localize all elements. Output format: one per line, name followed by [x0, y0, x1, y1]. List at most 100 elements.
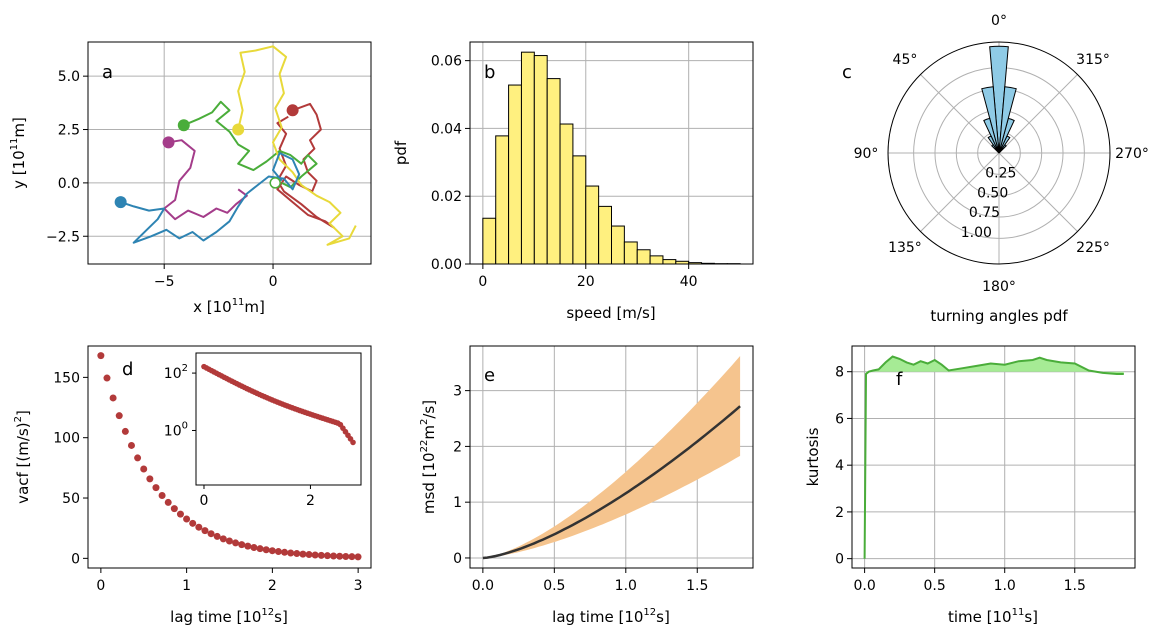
- histogram-bar: [495, 135, 510, 265]
- inset-x-tick-label: 2: [306, 493, 315, 509]
- msd-mean-line: [482, 405, 741, 560]
- panel-a-trajectories: −5 0 −2.5 0.0 2.5 5.0 a x [1011m] y [1011m]: [9, 41, 372, 316]
- polar-frame: [887, 41, 1111, 265]
- vacf-point: [164, 498, 172, 506]
- panel-b-letter: b: [484, 62, 495, 83]
- trajectory-end-marker: [269, 177, 281, 189]
- panel-b-speed-histogram: 0 20 40 0.00 0.02 0.04 0.06 b speed [m/s] pdf: [392, 41, 754, 322]
- trajectory-start-magenta: [162, 136, 175, 149]
- panel-d-xlabel: lag time [1012s]: [170, 607, 288, 626]
- vacf-point: [299, 550, 307, 558]
- kurtosis-fill: [866, 356, 1124, 374]
- rose-bar: [989, 45, 1009, 154]
- polar-angle-label: 225°: [1076, 240, 1110, 256]
- histogram-bar: [611, 225, 625, 265]
- x-tick-label: 3: [354, 578, 363, 594]
- y-tick-label: 0.00: [431, 257, 462, 273]
- vacf-point: [323, 552, 331, 560]
- panel-a-frame: [87, 41, 372, 265]
- y-tick-label: 2: [453, 439, 462, 455]
- panel-d-letter: d: [122, 359, 133, 380]
- vacf-point: [274, 548, 282, 556]
- y-tick-label: −2.5: [46, 229, 80, 245]
- polar-angle-gridline: [920, 74, 1000, 154]
- trajectory-start-blue: [114, 196, 127, 209]
- vacf-point: [97, 352, 105, 360]
- histogram-bar: [546, 78, 561, 265]
- vacf-point: [262, 546, 270, 554]
- x-tick-label: −5: [154, 274, 175, 290]
- polar-radius-label: 0.25: [985, 166, 1016, 182]
- y-tick-label: 2.5: [58, 123, 80, 139]
- vacf-point: [189, 519, 197, 527]
- polar-angle-label: 0°: [991, 13, 1007, 29]
- vacf-point: [219, 535, 227, 543]
- vacf-point: [342, 552, 350, 560]
- vacf-point: [213, 532, 221, 540]
- y-tick-label: 6: [835, 411, 844, 427]
- vacf-point: [336, 552, 344, 560]
- x-tick-label: 0.5: [543, 578, 565, 594]
- histogram-bar: [572, 155, 587, 265]
- panel-d-ylabel: vacf [(m/s)2]: [13, 410, 32, 504]
- y-tick-label: 8: [835, 365, 844, 381]
- panel-a-ticks: −5 0 −2.5 0.0 2.5 5.0: [46, 69, 277, 290]
- panel-e-frame: [469, 345, 754, 569]
- vacf-point: [103, 374, 111, 382]
- x-tick-label: 1.0: [994, 578, 1016, 594]
- vacf-point: [207, 530, 215, 538]
- inset-vacf-point: [350, 439, 356, 446]
- panel-b-ylabel: pdf: [392, 140, 410, 165]
- x-tick-label: 0: [96, 578, 105, 594]
- trajectory-line-magenta: [163, 139, 248, 221]
- panel-f-ticks: 0.0 0.5 1.0 1.5 0 2 4 6 8: [835, 365, 1086, 594]
- y-tick-label: 0.02: [431, 189, 462, 205]
- panel-a-grid: [88, 42, 371, 264]
- trajectory-start-red: [286, 104, 299, 117]
- panel-d-frame: [87, 345, 372, 569]
- panel-c-turning-angles-rose: 0.25 0.50 0.75 1.00 0° 45° 90° 135° 180° 225° 270°…: [842, 13, 1149, 325]
- histogram-bar: [649, 255, 664, 265]
- vacf-point: [158, 491, 166, 499]
- vacf-point: [170, 505, 178, 513]
- vacf-point: [244, 542, 252, 550]
- x-tick-label: 20: [577, 274, 595, 290]
- panel-e-ylabel: msd [1022m2/s]: [419, 400, 438, 514]
- vacf-point: [195, 523, 203, 531]
- y-tick-label: 0: [453, 551, 462, 567]
- vacf-point: [330, 552, 338, 560]
- histogram-bar: [533, 55, 548, 265]
- panel-d-ticks: 0 1 2 3 0 50 100 150: [53, 370, 362, 594]
- vacf-point: [281, 548, 289, 556]
- inset-x-tick-label: 0: [200, 493, 209, 509]
- polar-angle-gridline: [998, 152, 1078, 232]
- polar-angle-gridline: [920, 152, 1000, 232]
- kurtosis-line: [863, 355, 1124, 559]
- vacf-point: [127, 441, 135, 449]
- vacf-point: [311, 551, 319, 559]
- panel-f-ylabel: kurtosis: [804, 427, 822, 486]
- vacf-point: [115, 412, 123, 420]
- x-tick-label: 0: [269, 274, 278, 290]
- polar-angle-label: 270°: [1115, 146, 1149, 162]
- rose-bar: [991, 143, 1000, 154]
- histogram-bar: [585, 185, 600, 265]
- panel-e-letter: e: [484, 365, 495, 386]
- msd-confidence-band: [482, 356, 741, 558]
- panel-a-letter: a: [102, 62, 113, 83]
- y-tick-label: 100: [53, 431, 80, 447]
- panel-d-vacf: 0 1 2 3 0 50 100 150 d 0 2 100 102 lag time [1012s…: [13, 345, 372, 626]
- polar-angle-label: 315°: [1076, 52, 1110, 68]
- y-tick-label: 5.0: [58, 69, 80, 85]
- polar-angle-label: 180°: [982, 279, 1016, 295]
- x-tick-label: 1.5: [686, 578, 708, 594]
- panel-c-letter: c: [842, 62, 852, 83]
- panel-f-frame: [851, 345, 1136, 569]
- y-tick-label: 4: [835, 458, 844, 474]
- vacf-point: [287, 549, 295, 557]
- inset-y-tick-label: 102: [164, 363, 188, 382]
- vacf-point: [268, 547, 276, 555]
- inset-y-tick-label: 100: [164, 420, 188, 439]
- x-tick-label: 1.0: [615, 578, 637, 594]
